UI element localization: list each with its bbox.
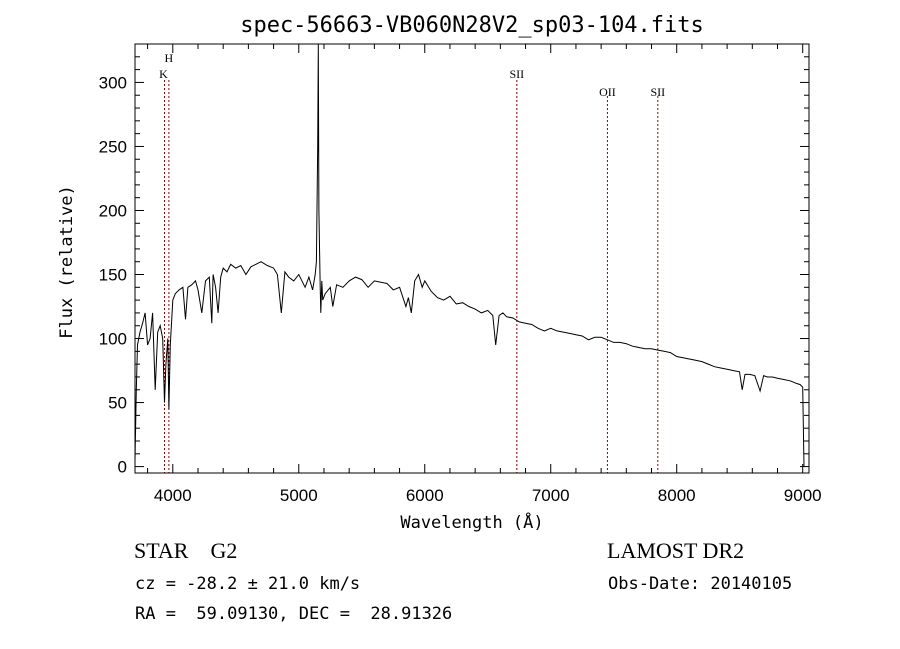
x-tick-label: 9000 bbox=[784, 486, 822, 505]
x-axis-label: Wavelength (Å) bbox=[400, 511, 543, 533]
line-marker-label: K bbox=[159, 67, 168, 81]
obs-date-text: Obs-Date: 20140105 bbox=[608, 574, 793, 594]
x-tick-label: 8000 bbox=[658, 486, 696, 505]
x-tick-label: 7000 bbox=[532, 486, 570, 505]
spectrum-series-line bbox=[134, 43, 805, 467]
emission-line-markers bbox=[163, 80, 659, 473]
y-tick-label: 150 bbox=[99, 266, 127, 285]
y-tick-label: 100 bbox=[99, 330, 127, 349]
line-marker-label: SII bbox=[510, 67, 525, 81]
x-tick-label: 4000 bbox=[154, 486, 192, 505]
y-tick-label: 200 bbox=[99, 201, 127, 220]
coordinates-text: RA = 59.09130, DEC = 28.91326 bbox=[135, 604, 453, 624]
y-tick-label: 0 bbox=[118, 458, 127, 477]
chart-title: spec-56663-VB060N28V2_sp03-104.fits bbox=[240, 13, 704, 38]
x-tick-label: 6000 bbox=[406, 486, 444, 505]
y-axis-ticks: 0 50 100 150 200 250 300 bbox=[99, 56, 809, 477]
line-marker-label: SII bbox=[650, 85, 665, 99]
x-tick-label: 5000 bbox=[280, 486, 318, 505]
line-marker-label: OII bbox=[599, 85, 616, 99]
y-tick-label: 250 bbox=[99, 137, 127, 156]
redshift-text: cz = -28.2 ± 21.0 km/s bbox=[135, 574, 361, 594]
plot-frame bbox=[134, 43, 810, 474]
emission-line-labels: KH SII OII SII bbox=[159, 51, 665, 99]
y-tick-label: 300 bbox=[99, 73, 127, 92]
line-marker-label: H bbox=[165, 51, 174, 65]
object-class-label: STAR G2 bbox=[134, 538, 238, 563]
x-axis-ticks: 4000 5000 6000 7000 8000 9000 bbox=[147, 44, 822, 505]
y-axis-label: Flux (relative) bbox=[57, 185, 77, 339]
y-tick-label: 50 bbox=[108, 394, 127, 413]
survey-label: LAMOST DR2 bbox=[607, 538, 745, 563]
